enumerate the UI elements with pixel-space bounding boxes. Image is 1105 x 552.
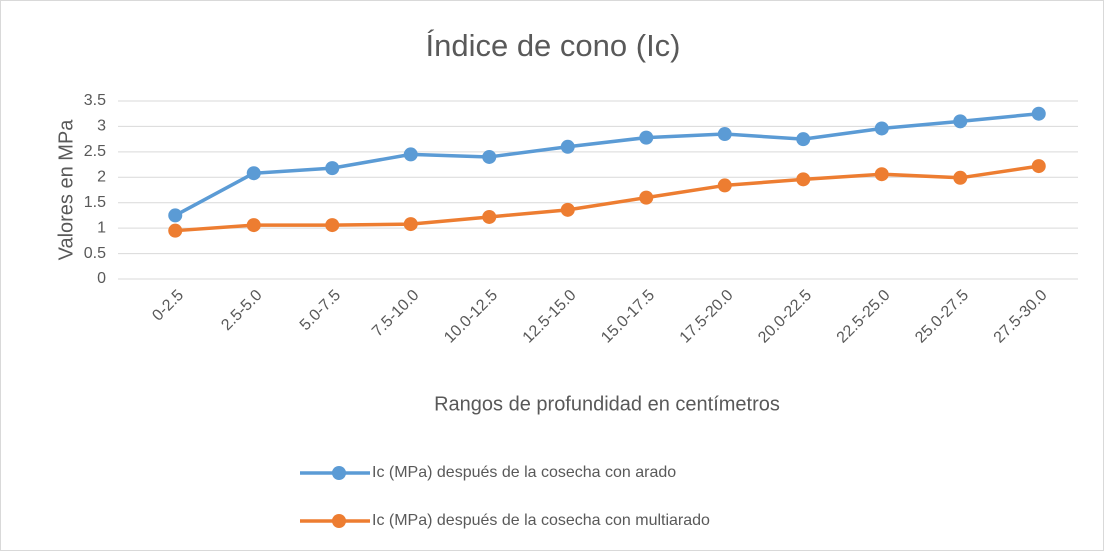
y-tick-label: 0	[97, 270, 106, 287]
y-tick-label: 2	[97, 169, 106, 186]
point-marker	[246, 166, 261, 181]
y-tick-label: 0.5	[84, 245, 106, 262]
point-marker	[796, 132, 811, 147]
legend-label: Ic (MPa) después de la cosecha con arado	[372, 464, 676, 481]
point-marker	[325, 161, 340, 176]
y-tick-label: 2.5	[84, 143, 106, 160]
point-marker	[1031, 159, 1046, 174]
point-marker	[560, 139, 575, 154]
point-marker	[953, 114, 968, 129]
point-marker	[168, 208, 183, 223]
legend-marker	[332, 514, 346, 528]
point-marker	[639, 190, 654, 205]
series-line	[174, 111, 1039, 217]
legend-label: Ic (MPa) después de la cosecha con multi…	[372, 512, 710, 529]
point-marker	[717, 178, 732, 193]
point-marker	[168, 223, 183, 238]
point-marker	[482, 209, 497, 224]
point-marker	[874, 167, 889, 182]
point-marker	[717, 127, 732, 142]
point-marker	[246, 218, 261, 233]
point-marker	[403, 217, 418, 232]
point-marker	[796, 172, 811, 187]
point-marker	[639, 130, 654, 145]
point-marker	[953, 170, 968, 185]
y-axis-title: Valores en MPa	[55, 119, 77, 261]
series-line	[175, 164, 1040, 233]
y-tick-label: 3.5	[84, 92, 106, 109]
point-marker	[1031, 106, 1046, 121]
point-marker	[403, 147, 418, 162]
y-tick-label: 1.5	[84, 194, 106, 211]
point-marker	[482, 149, 497, 164]
chart-title: Índice de cono (Ic)	[425, 28, 680, 63]
y-tick-label: 3	[97, 118, 106, 135]
point-marker	[874, 121, 889, 136]
x-axis-title: Rangos de profundidad en centímetros	[434, 393, 780, 415]
y-tick-label: 1	[97, 219, 106, 236]
legend-marker	[332, 466, 346, 480]
point-marker	[325, 218, 340, 233]
point-marker	[560, 202, 575, 217]
